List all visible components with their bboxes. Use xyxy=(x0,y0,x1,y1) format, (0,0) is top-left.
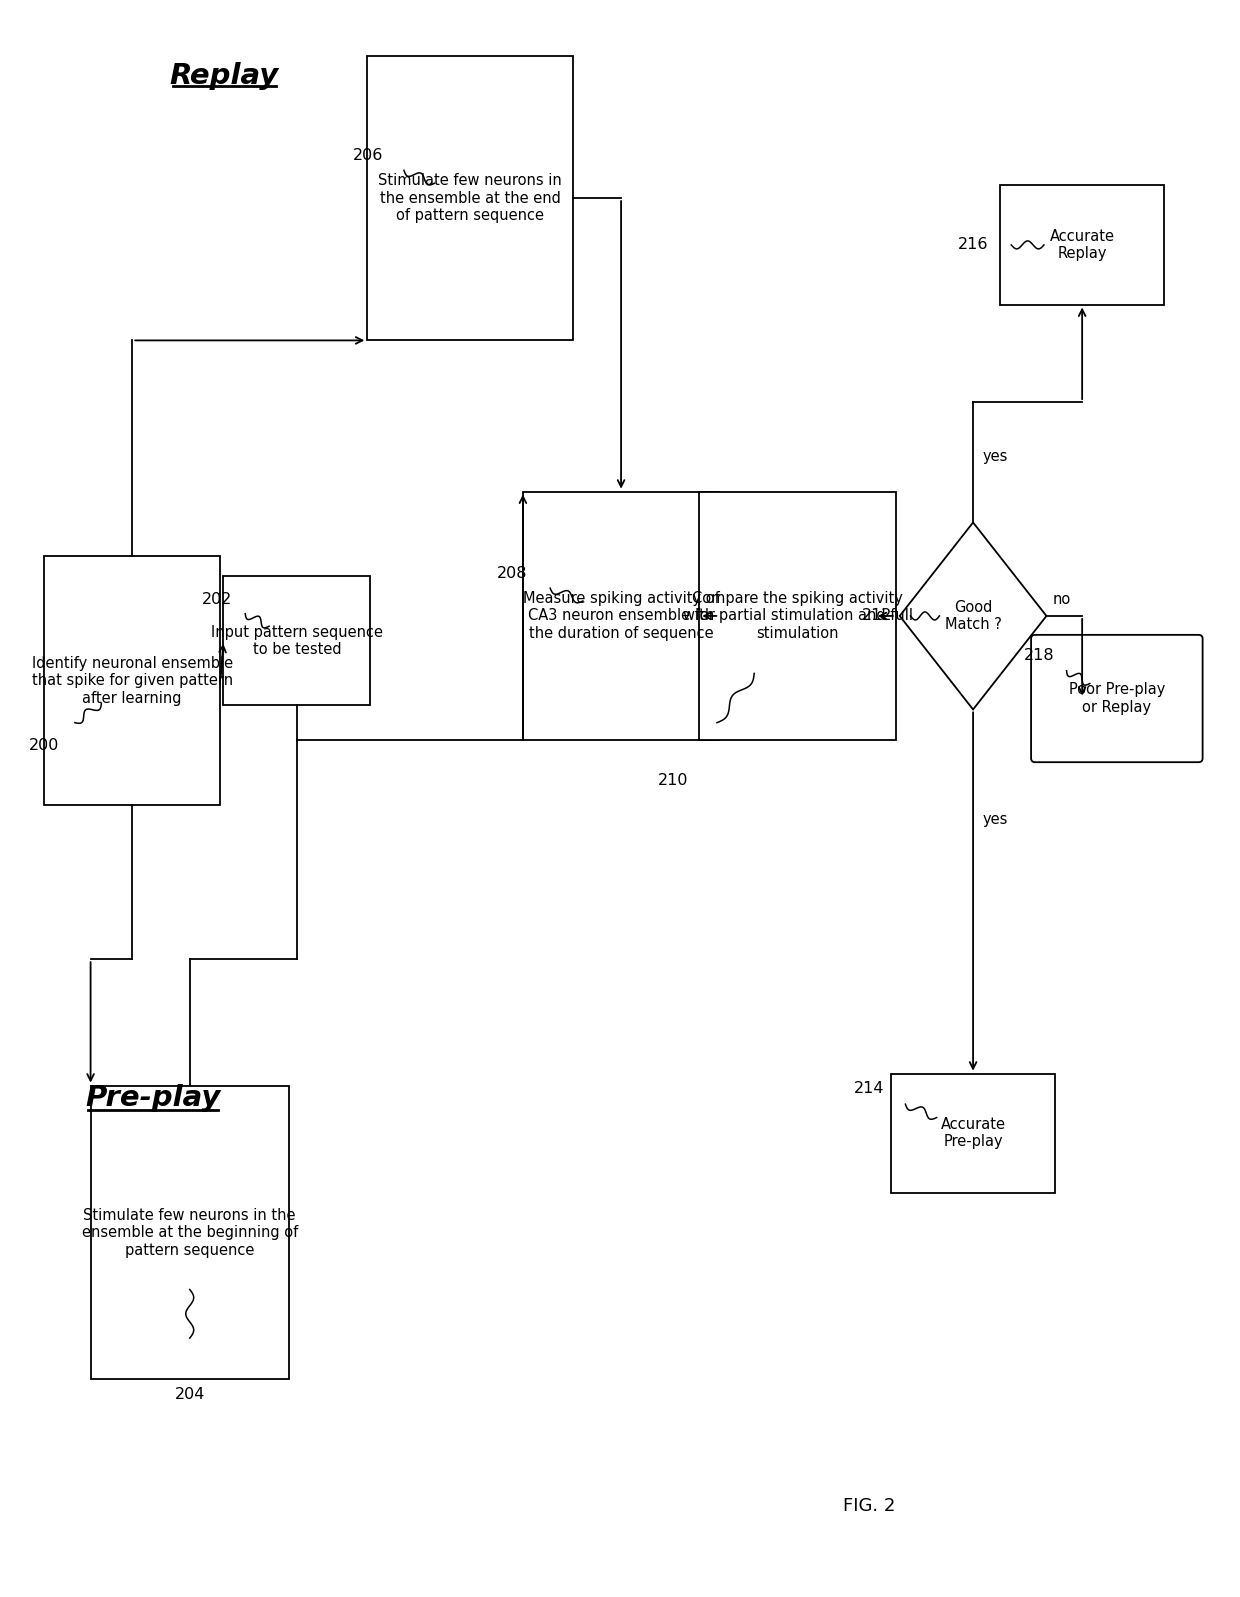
Bar xyxy=(699,492,895,741)
Text: Poor Pre-play
or Replay: Poor Pre-play or Replay xyxy=(1069,682,1166,715)
Text: 212: 212 xyxy=(862,608,892,623)
Text: 200: 200 xyxy=(29,738,60,752)
Text: Stimulate few neurons in
the ensemble at the end
of pattern sequence: Stimulate few neurons in the ensemble at… xyxy=(378,172,562,224)
Text: 206: 206 xyxy=(353,149,383,163)
Text: no: no xyxy=(1053,591,1070,607)
Text: 210: 210 xyxy=(658,773,689,787)
Bar xyxy=(43,556,221,805)
Text: 216: 216 xyxy=(957,238,988,252)
Text: 204: 204 xyxy=(175,1388,205,1402)
Text: 208: 208 xyxy=(497,565,527,581)
Bar xyxy=(367,56,573,340)
Bar xyxy=(223,577,371,706)
Text: yes: yes xyxy=(983,813,1008,827)
Bar xyxy=(91,1086,289,1380)
Bar xyxy=(1001,185,1164,305)
Text: Input pattern sequence
to be tested: Input pattern sequence to be tested xyxy=(211,624,383,656)
Text: Good
Match ?: Good Match ? xyxy=(945,600,1002,632)
Bar xyxy=(523,492,719,741)
Text: Accurate
Pre-play: Accurate Pre-play xyxy=(941,1116,1006,1150)
Text: 214: 214 xyxy=(853,1081,884,1096)
Text: Stimulate few neurons in the
ensemble at the beginning of
pattern sequence: Stimulate few neurons in the ensemble at… xyxy=(82,1207,298,1257)
Text: FIG. 2: FIG. 2 xyxy=(843,1498,895,1516)
Text: Measure spiking activity of
CA3 neuron ensemble for
the duration of sequence: Measure spiking activity of CA3 neuron e… xyxy=(523,591,719,640)
Text: Replay: Replay xyxy=(170,62,279,89)
Text: Compare the spiking activity
with partial stimulation and full
stimulation: Compare the spiking activity with partia… xyxy=(682,591,913,640)
Text: 218: 218 xyxy=(1024,648,1055,663)
Bar xyxy=(892,1073,1055,1193)
Text: Accurate
Replay: Accurate Replay xyxy=(1049,228,1115,260)
Text: Pre-play: Pre-play xyxy=(86,1083,221,1112)
Text: yes: yes xyxy=(983,449,1008,465)
FancyBboxPatch shape xyxy=(1032,636,1203,762)
Text: 202: 202 xyxy=(202,591,233,607)
Text: Identify neuronal ensemble
that spike for given pattern
after learning: Identify neuronal ensemble that spike fo… xyxy=(32,656,233,706)
Polygon shape xyxy=(900,522,1047,709)
